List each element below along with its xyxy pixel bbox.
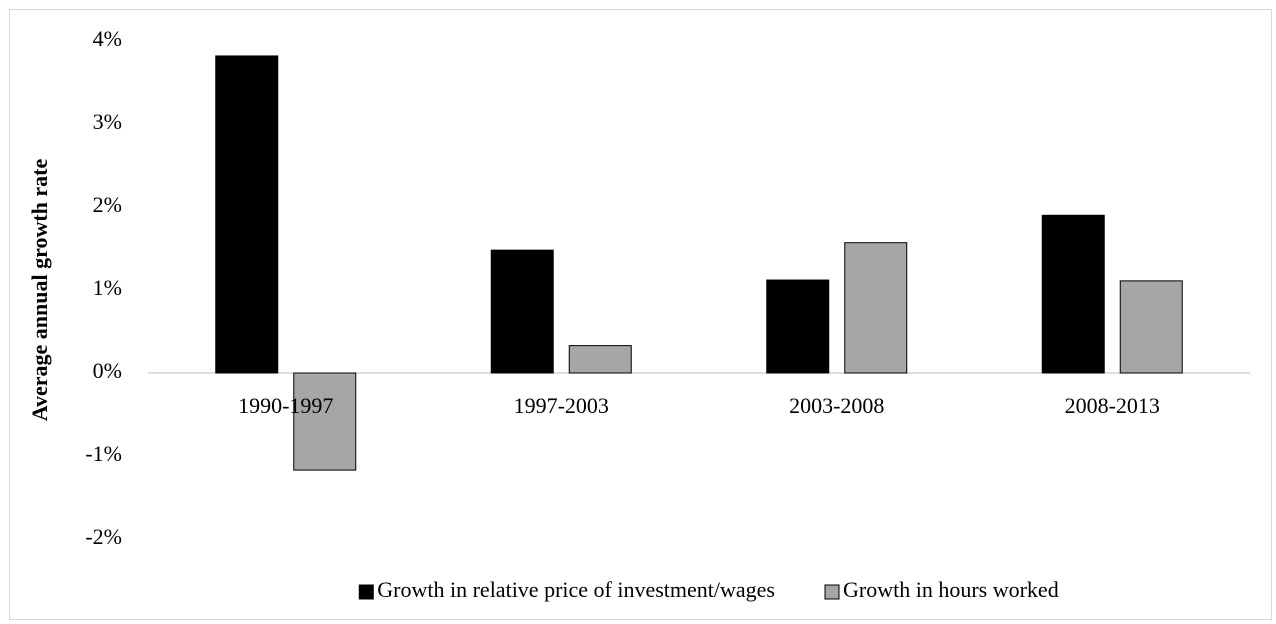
- y-tick-label: -1%: [85, 441, 122, 466]
- legend-label: Growth in relative price of investment/w…: [377, 577, 775, 602]
- y-tick-label: 4%: [93, 26, 122, 51]
- y-tick-label: 3%: [93, 109, 122, 134]
- y-tick-label: 2%: [93, 192, 122, 217]
- x-tick-label: 1997-2003: [514, 393, 609, 418]
- y-axis-label: Average annual growth rate: [27, 158, 52, 421]
- bar: [568, 345, 632, 374]
- legend-swatch: [358, 584, 374, 600]
- legend-swatch: [824, 584, 840, 600]
- y-tick-label: -2%: [85, 524, 122, 549]
- bar: [490, 249, 554, 374]
- bar: [293, 372, 357, 471]
- bar: [844, 242, 908, 374]
- legend-label: Growth in hours worked: [843, 577, 1059, 602]
- bar: [1041, 214, 1105, 374]
- bar: [766, 279, 830, 374]
- bar: [215, 55, 279, 374]
- y-tick-label: 0%: [93, 358, 122, 383]
- y-tick-label: 1%: [93, 275, 122, 300]
- bar: [1119, 280, 1183, 374]
- x-tick-label: 2008-2013: [1065, 393, 1160, 418]
- x-tick-label: 2003-2008: [789, 393, 884, 418]
- x-tick-label: 1990-1997: [238, 393, 333, 418]
